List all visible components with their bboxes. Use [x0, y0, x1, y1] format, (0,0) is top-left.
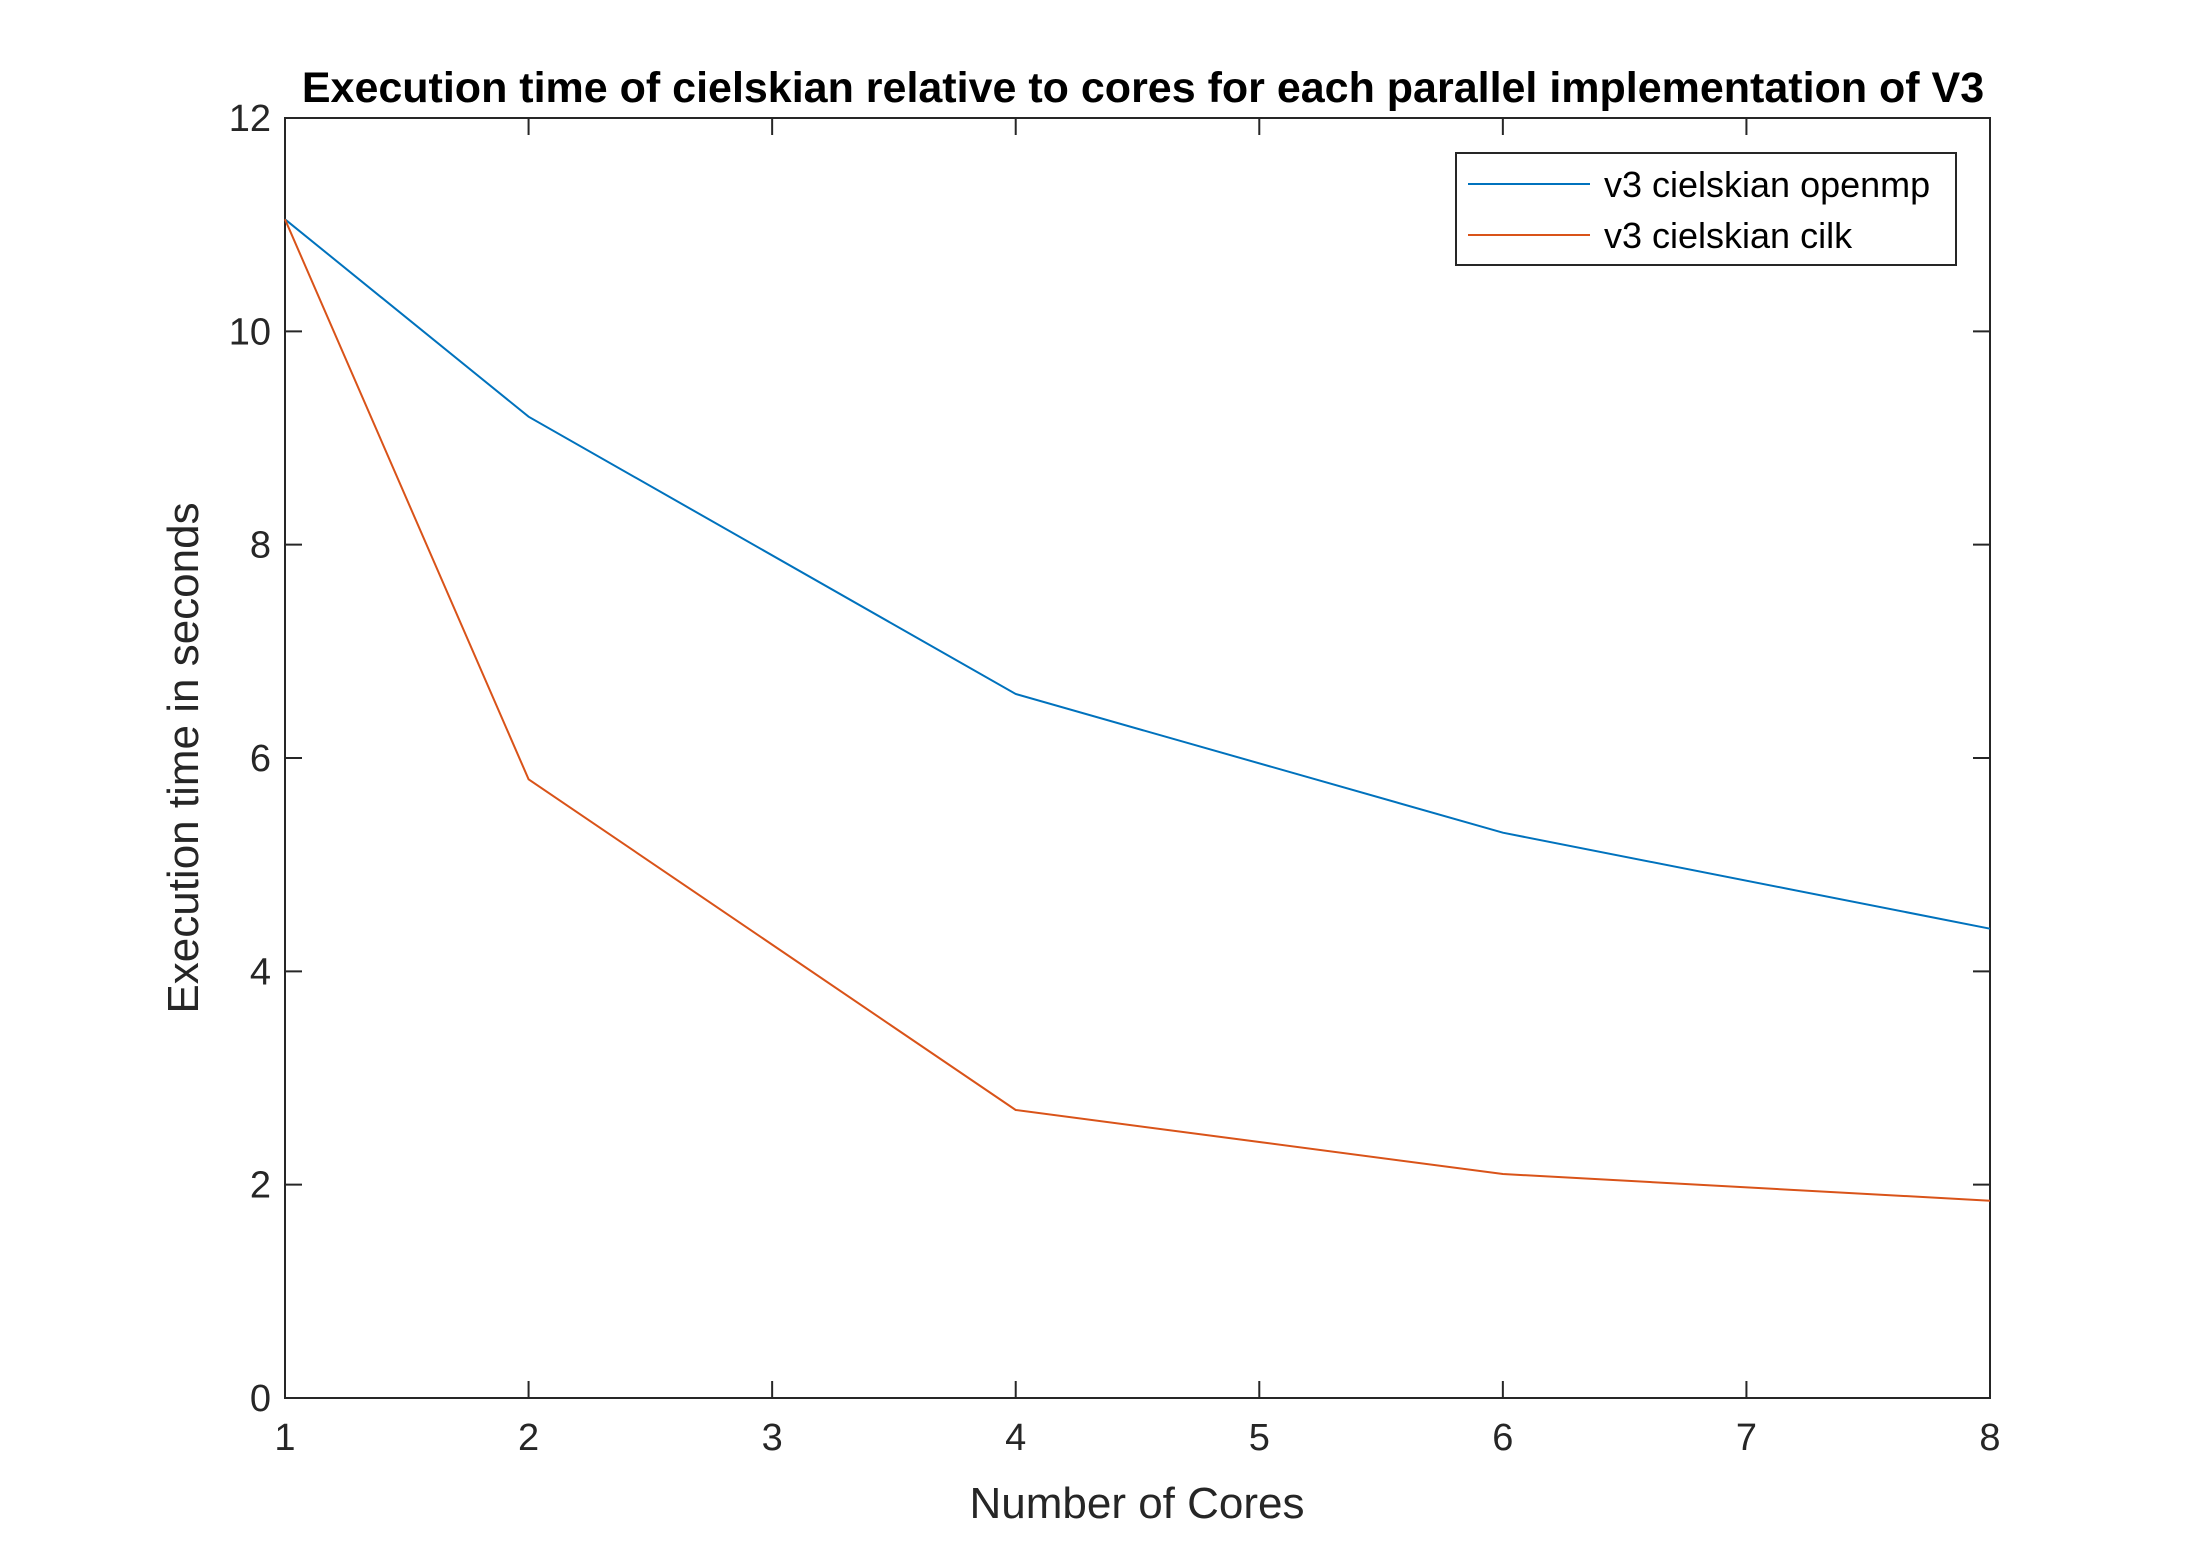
series-line-openmp [284, 218, 1991, 930]
x-tick-label: 1 [274, 1417, 295, 1459]
x-tick-label: 6 [1492, 1417, 1513, 1459]
series-line-cilk [284, 218, 1991, 1202]
legend-entry-cilk: v3 cielskian cilk [1604, 215, 1853, 256]
y-tick-label: 8 [250, 525, 271, 567]
series-layer [284, 218, 1991, 1202]
x-tick-label: 4 [1005, 1417, 1026, 1459]
plot-frame [284, 117, 1991, 1399]
y-tick-label: 0 [250, 1378, 271, 1420]
y-tick-label: 12 [229, 98, 271, 140]
x-tick-label: 8 [1979, 1417, 2000, 1459]
y-axis-label: Execution time in seconds [159, 502, 208, 1013]
x-axis-label: Number of Cores [969, 1479, 1304, 1528]
legend: v3 cielskian openmp v3 cielskian cilk [1455, 152, 1957, 266]
legend-box [1455, 152, 1957, 266]
x-tick-label: 2 [518, 1417, 539, 1459]
y-tick-label: 4 [250, 951, 271, 993]
y-tick-label: 6 [250, 738, 271, 780]
y-tick-label: 10 [229, 311, 271, 353]
y-tick-label: 2 [250, 1165, 271, 1207]
chart-title: Execution time of cielskian relative to … [302, 64, 1984, 112]
x-tick-label: 7 [1736, 1417, 1757, 1459]
x-tick-label: 5 [1249, 1417, 1270, 1459]
legend-entry-openmp: v3 cielskian openmp [1604, 164, 1930, 205]
x-tick-label: 3 [762, 1417, 783, 1459]
plot-area [284, 117, 1991, 1399]
